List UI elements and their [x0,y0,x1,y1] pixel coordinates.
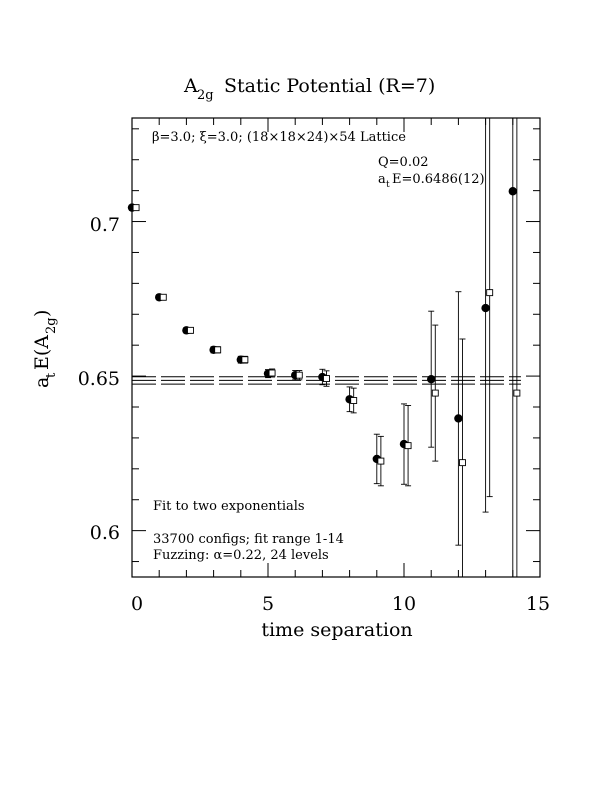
plot-frame [131,117,541,578]
data-point-square [350,397,358,404]
data-point-square [187,326,194,334]
y-label-main: E(A [31,335,53,370]
y-tick-labels: 0.6 0.65 0.7 [78,214,120,544]
energy-annotation-rest: E=0.6486(12) [392,172,485,187]
axis-ticks [131,118,541,577]
data-point-square [295,371,303,379]
x-tick-labels: 0 5 10 15 [131,593,550,615]
data-point-square [323,375,330,383]
y-label-a: a [31,377,53,388]
configs-note: 33700 configs; fit range 1-14 [153,532,344,547]
x-tick-label-0: 0 [131,593,143,615]
data-point-circle [427,374,436,384]
y-axis-label: a t E(A 2g ) [31,310,59,388]
y-tick-label-0.65: 0.65 [78,368,120,390]
chart-title: A 2g Static Potential (R=7) [183,75,435,103]
fit-note: Fit to two exponentials [153,499,305,514]
data-point-circle [481,303,490,313]
x-tick-label-10: 10 [392,593,416,615]
data-point-square [159,293,167,301]
energy-annotation-a: a [378,172,386,187]
data-point-square [431,389,439,397]
data-point-square [404,442,412,450]
fuzzing-note: Fuzzing: α=0.22, 24 levels [153,548,329,563]
title-text: Static Potential (R=7) [224,75,435,97]
y-tick-label-0.7: 0.7 [90,214,120,236]
data-point-square [486,289,494,297]
x-tick-label-5: 5 [262,593,274,615]
y-label-sub-2g: 2g [44,317,59,334]
data-point-square [513,389,521,397]
data-point-square [268,369,276,377]
energy-annotation-sub: t [386,180,390,190]
title-subscript: 2g [197,88,214,103]
y-tick-label-0.6: 0.6 [90,522,120,544]
data-point-square [214,346,222,354]
data-point-square [377,457,385,465]
data-point-square [241,356,249,364]
x-axis-label: time separation [261,619,412,641]
y-label-sub-t: t [44,372,59,378]
data-series [127,118,521,577]
lattice-annotation: β=3.0; ξ=3.0; (18×18×24)×54 Lattice [152,130,406,145]
q-annotation: Q=0.02 [378,155,429,170]
data-point-circle [454,414,463,423]
data-point-square [132,204,140,212]
data-point-square [459,459,466,467]
x-tick-label-15: 15 [526,593,550,615]
annotations: β=3.0; ξ=3.0; (18×18×24)×54 Lattice Q=0.… [152,130,485,563]
title-symbol: A [183,75,198,97]
data-point-circle [508,187,517,196]
y-label-close: ) [31,310,53,317]
